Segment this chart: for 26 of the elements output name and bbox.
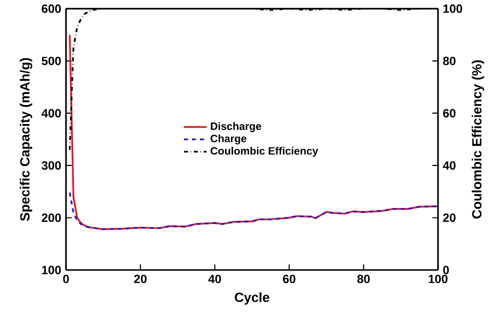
y-axis-title: Specific Capacity (mAh/g) <box>20 58 32 221</box>
x-tick-label: 0 <box>63 274 69 284</box>
y-tick-label: 500 <box>42 56 61 66</box>
y2-tick-label: 0 <box>443 266 449 274</box>
y-tick-label: 200 <box>42 213 61 222</box>
y2-tick-label: 20 <box>443 213 456 222</box>
legend-label: Coulombic Efficiency <box>210 146 318 157</box>
y-tick-label: 400 <box>42 108 61 118</box>
line-series <box>68 192 438 230</box>
y2-tick-label: 80 <box>443 56 456 66</box>
legend-label: Discharge <box>210 122 262 132</box>
y2-axis-title: Coulombic Efficiency (%) <box>472 60 484 218</box>
x-tick-label: 100 <box>428 274 448 284</box>
x-tick-label: 60 <box>282 274 296 284</box>
y2-tick-label: 40 <box>442 161 456 170</box>
x-axis-title: Cycle <box>234 292 270 305</box>
x-tick-label: 40 <box>208 274 221 284</box>
legend-label: Charge <box>210 134 246 144</box>
y2-tick-label: 60 <box>443 108 456 118</box>
y-tick-label: 300 <box>42 161 61 170</box>
x-tick-label: 80 <box>357 274 370 284</box>
y-tick-label: 600 <box>42 4 61 13</box>
y-tick-label: 100 <box>42 266 61 274</box>
y2-tick-label: 100 <box>443 4 462 13</box>
x-tick-label: 20 <box>134 274 147 284</box>
line-series <box>68 34 438 230</box>
